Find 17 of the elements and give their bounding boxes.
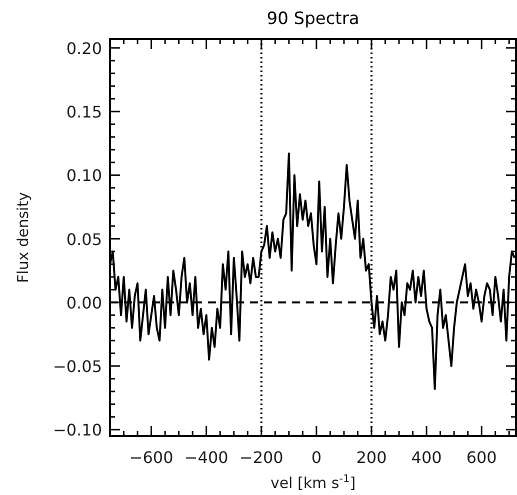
y-axis-title: Flux density xyxy=(14,192,32,283)
x-tick-label: −400 xyxy=(184,448,228,467)
x-tick-label: 0 xyxy=(311,448,322,467)
x-tick-label: 400 xyxy=(411,448,442,467)
y-tick-label: 0.20 xyxy=(66,38,102,58)
x-tick-label: −200 xyxy=(239,448,284,467)
x-tick-label: −600 xyxy=(129,448,174,467)
y-tick-label: −0.10 xyxy=(52,420,102,440)
y-tick-label: 0.05 xyxy=(66,230,102,249)
x-tick-label: 600 xyxy=(466,448,497,467)
x-axis-title: vel [km s$^{-1}$] xyxy=(270,473,356,492)
y-tick-label: 0.10 xyxy=(66,166,102,186)
chart-title: 90 Spectra xyxy=(266,9,360,29)
x-tick-label: 200 xyxy=(356,448,387,467)
y-tick-label: 0.15 xyxy=(66,102,102,122)
y-tick-label: −0.05 xyxy=(52,357,102,376)
y-tick-label: 0.00 xyxy=(66,293,102,312)
